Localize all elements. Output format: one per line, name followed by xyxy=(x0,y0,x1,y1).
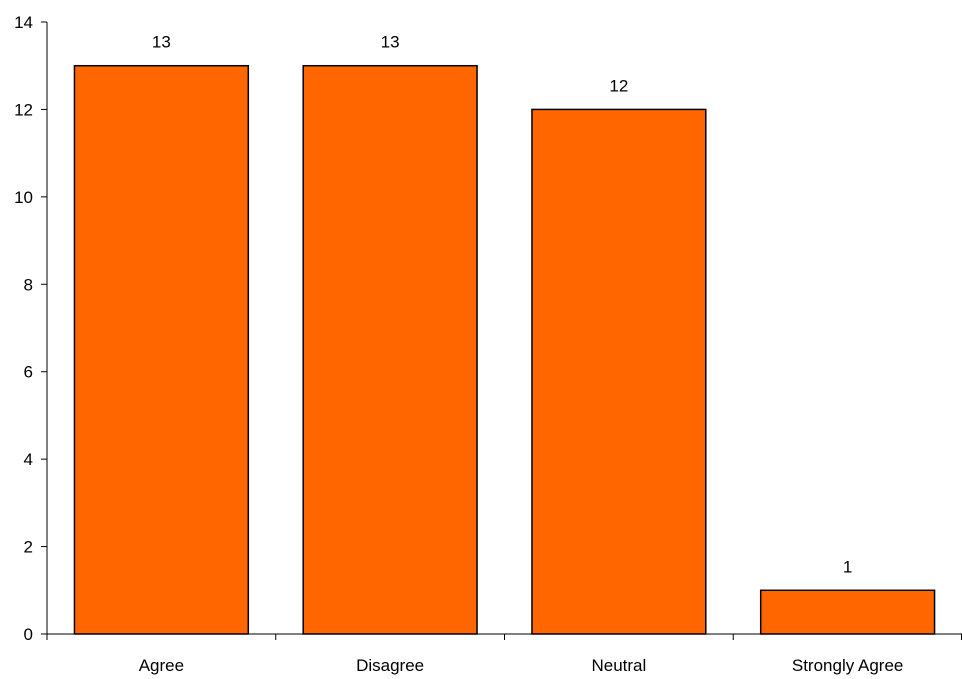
y-tick-label: 6 xyxy=(24,363,33,382)
y-tick-label: 2 xyxy=(24,538,33,557)
y-tick-label: 0 xyxy=(24,625,33,644)
bar-neutral xyxy=(531,108,707,635)
y-tick-label: 14 xyxy=(14,13,33,32)
y-tick-label: 4 xyxy=(24,450,33,469)
x-category-label: Neutral xyxy=(591,656,646,675)
data-label: 13 xyxy=(152,33,171,52)
data-label: 12 xyxy=(609,76,628,95)
x-category-label: Disagree xyxy=(356,656,424,675)
y-tick-label: 10 xyxy=(14,188,33,207)
y-tick-label: 12 xyxy=(14,100,33,119)
y-tick-label: 8 xyxy=(24,275,33,294)
bars xyxy=(73,64,936,635)
bar-disagree xyxy=(302,64,478,635)
bar-strongly-agree xyxy=(759,589,936,635)
data-label: 13 xyxy=(381,33,400,52)
data-labels: 13 13 12 1 xyxy=(152,33,852,577)
bar-agree xyxy=(73,64,250,635)
y-axis: 0 2 4 6 8 10 12 14 xyxy=(14,13,48,644)
data-label: 1 xyxy=(843,557,852,576)
x-category-label: Strongly Agree xyxy=(792,656,904,675)
x-axis: Agree Disagree Neutral Strongly Agree xyxy=(46,633,962,675)
x-category-label: Agree xyxy=(139,656,184,675)
